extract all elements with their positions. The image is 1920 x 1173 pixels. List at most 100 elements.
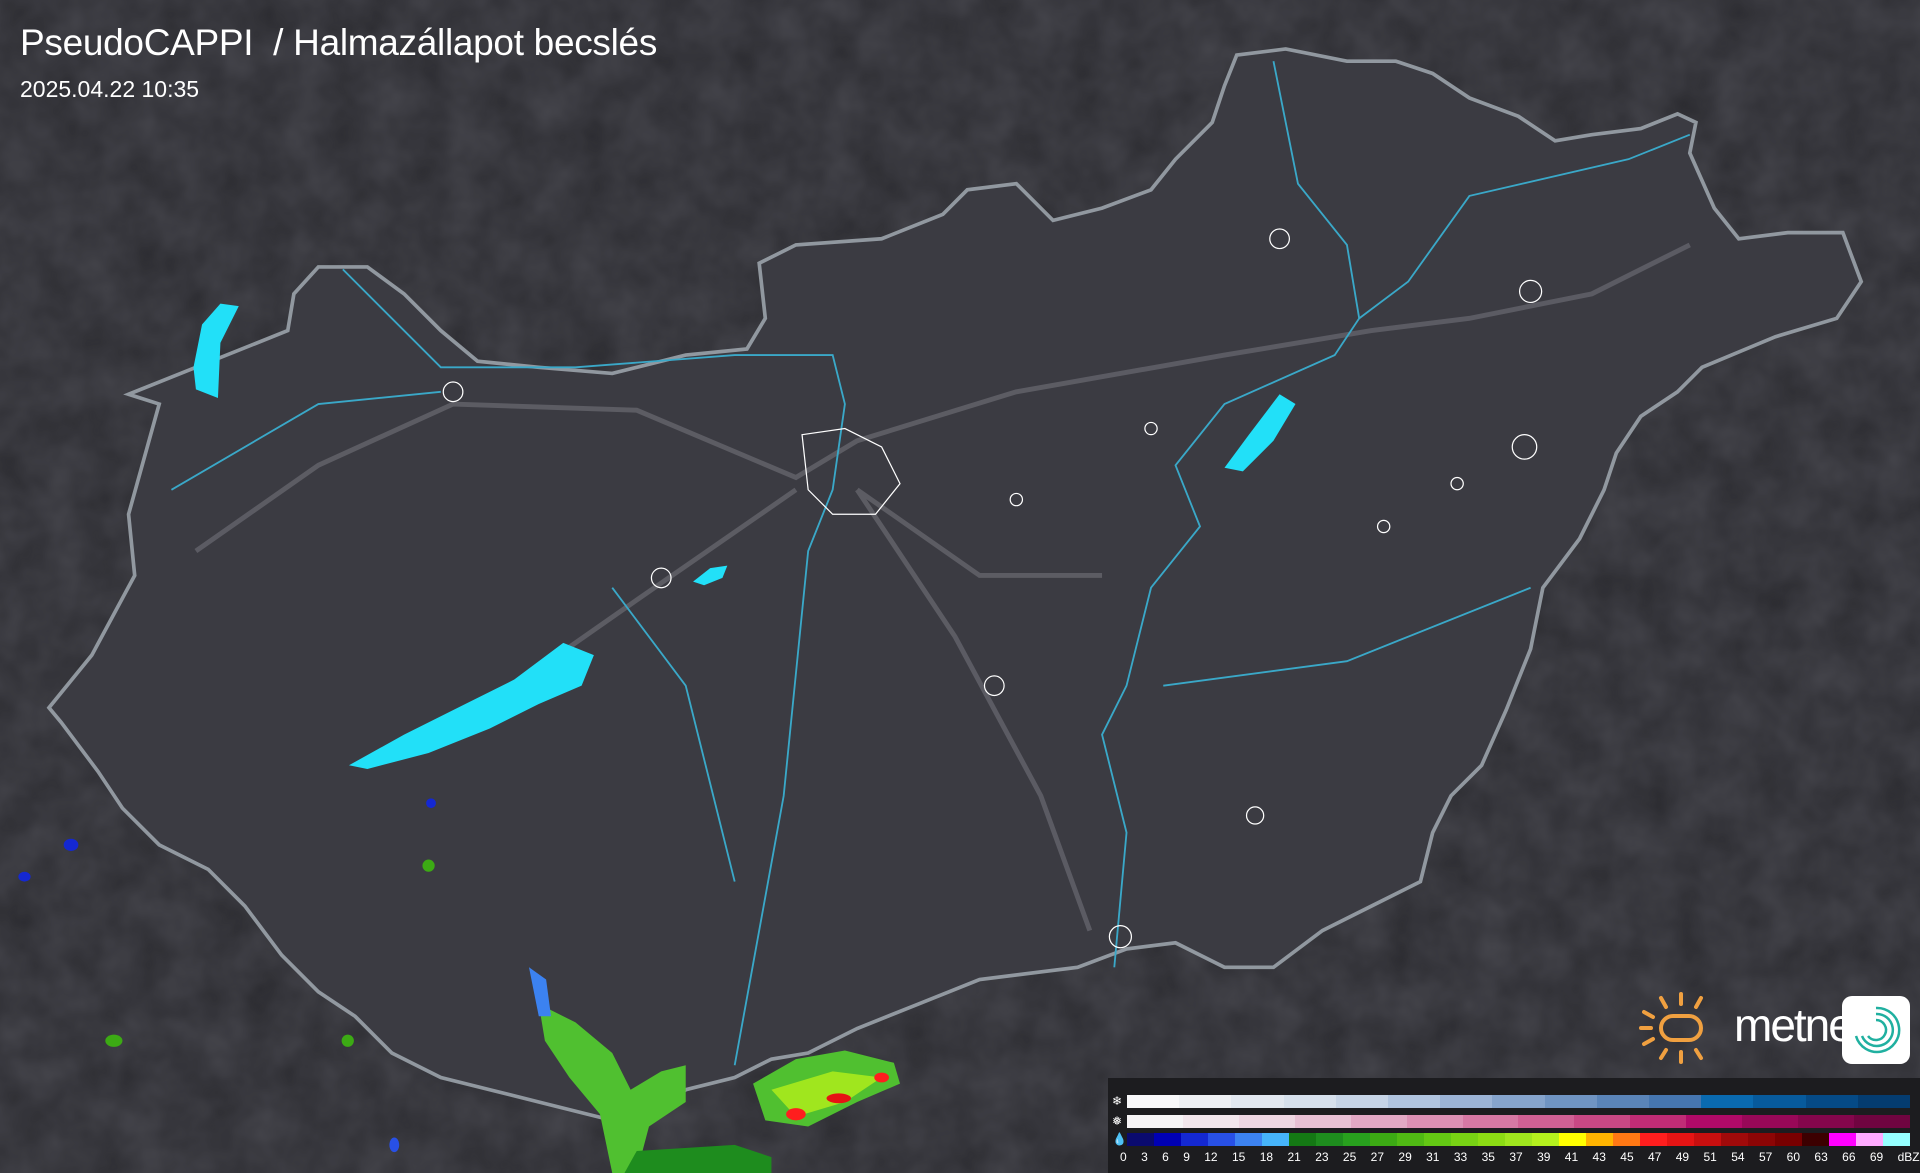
legend-label: 57	[1758, 1150, 1773, 1164]
legend-color-cell	[1742, 1115, 1799, 1128]
legend-color-cell	[1853, 1115, 1910, 1128]
legend-color-cell	[1127, 1115, 1183, 1128]
legend-color-cell	[1753, 1095, 1806, 1108]
legend-color-cell	[1829, 1133, 1856, 1146]
legend-label: 47	[1648, 1150, 1662, 1164]
legend-label: 15	[1231, 1150, 1246, 1164]
legend-color-cell	[1586, 1133, 1613, 1146]
legend-label: dBZ	[1897, 1150, 1920, 1164]
legend-color-cell	[1721, 1133, 1748, 1146]
legend-color-cell	[1518, 1115, 1575, 1128]
legend-label: 43	[1592, 1150, 1606, 1164]
legend-color-cell	[1613, 1133, 1640, 1146]
legend-label: 9	[1183, 1150, 1190, 1164]
rain-scale	[1127, 1133, 1910, 1146]
lakes	[193, 303, 1296, 769]
timestamp: 2025.04.22 10:35	[20, 76, 200, 102]
legend-color-cell	[1701, 1095, 1754, 1108]
legend-color-cell	[1492, 1095, 1545, 1108]
legend-color-cell	[1343, 1133, 1370, 1146]
legend-color-cell	[1388, 1095, 1441, 1108]
rivers	[170, 61, 1691, 1066]
legend-color-cell	[1440, 1095, 1493, 1108]
legend-label: 39	[1537, 1150, 1551, 1164]
legend-color-cell	[1559, 1133, 1586, 1146]
dbz-legend: ❄ ❅ 💧 0 3 6 9 12 15 18 21 23 25 27 29 31 33 35 37 39 41 43…	[1108, 1078, 1920, 1173]
legend-color-cell	[1574, 1115, 1631, 1128]
app-swirl-icon	[1842, 996, 1910, 1064]
radar-echoes	[18, 798, 900, 1173]
legend-label: 51	[1703, 1150, 1717, 1164]
legend-label: 29	[1398, 1150, 1412, 1164]
legend-color-cell	[1294, 1115, 1351, 1128]
legend-label: 23	[1315, 1150, 1329, 1164]
legend-color-cell	[1350, 1115, 1407, 1128]
lake-neusiedl	[193, 303, 239, 398]
legend-label: 54	[1731, 1150, 1745, 1164]
legend-color-cell	[1208, 1133, 1235, 1146]
legend-label: 35	[1481, 1150, 1495, 1164]
legend-color-cell	[1283, 1095, 1336, 1108]
map-title: PseudoCAPPI / Halmazállapot becslés	[20, 22, 658, 63]
legend-label: 12	[1204, 1150, 1218, 1164]
legend-label: 66	[1842, 1150, 1856, 1164]
legend-label: 33	[1453, 1150, 1468, 1164]
legend-color-cell	[1238, 1115, 1295, 1128]
legend-color-cell	[1335, 1095, 1389, 1108]
legend-color-cell	[1462, 1115, 1519, 1128]
lake-tisza	[1224, 394, 1296, 472]
legend-color-cell	[1406, 1115, 1463, 1128]
legend-color-cell	[1686, 1115, 1743, 1128]
sun-logo-icon	[1639, 992, 1703, 1064]
legend-color-cell	[1262, 1133, 1289, 1146]
wet-snow-icon: ❅	[1112, 1114, 1123, 1128]
legend-color-cell	[1181, 1133, 1208, 1146]
legend-color-cell	[1127, 1095, 1180, 1108]
legend-label: 0	[1120, 1150, 1127, 1164]
legend-label: 18	[1259, 1150, 1274, 1164]
wet-snow-scale	[1127, 1115, 1910, 1128]
legend-label: 6	[1162, 1150, 1169, 1164]
legend-color-cell	[1667, 1133, 1694, 1146]
legend-label: 21	[1287, 1150, 1301, 1164]
legend-color-cell	[1649, 1095, 1702, 1108]
legend-label: 49	[1675, 1150, 1690, 1164]
legend-color-cell	[1370, 1133, 1397, 1146]
legend-label: 27	[1370, 1150, 1385, 1164]
snowflake-icon: ❄	[1112, 1094, 1123, 1108]
legend-color-cell	[1630, 1115, 1687, 1128]
legend-labels: 0 3 6 9 12 15 18 21 23 25 27 29 31 33 35 37 39 41 43 45 47 49…	[1120, 1150, 1920, 1164]
legend-label: 31	[1426, 1150, 1440, 1164]
legend-color-cell	[1451, 1133, 1478, 1146]
legend-label: 41	[1564, 1150, 1579, 1164]
legend-color-cell	[1424, 1133, 1451, 1146]
legend-color-cell	[1596, 1095, 1650, 1108]
legend-color-cell	[1694, 1133, 1721, 1146]
legend-label: 60	[1786, 1150, 1801, 1164]
legend-color-cell	[1505, 1133, 1532, 1146]
legend-label: 37	[1509, 1150, 1523, 1164]
legend-color-cell	[1235, 1133, 1262, 1146]
metnet-logo: metnet	[1636, 990, 1920, 1070]
snow-scale	[1127, 1095, 1911, 1108]
legend-color-cell	[1127, 1133, 1154, 1146]
legend-color-cell	[1544, 1095, 1597, 1108]
legend-label: 45	[1620, 1150, 1634, 1164]
legend-color-cell	[1802, 1133, 1829, 1146]
legend-color-cell	[1857, 1095, 1911, 1108]
lake-velence	[693, 565, 728, 586]
legend-color-cell	[1640, 1133, 1667, 1146]
legend-color-cell	[1798, 1115, 1854, 1128]
legend-color-cell	[1231, 1095, 1284, 1108]
legend-color-cell	[1154, 1133, 1181, 1146]
legend-color-cell	[1182, 1115, 1239, 1128]
legend-color-cell	[1179, 1095, 1232, 1108]
legend-label: 69	[1869, 1150, 1884, 1164]
legend-color-cell	[1478, 1133, 1505, 1146]
legend-label: 3	[1141, 1150, 1148, 1164]
legend-color-cell	[1883, 1133, 1910, 1146]
legend-color-cell	[1316, 1133, 1343, 1146]
legend-label: 25	[1342, 1150, 1357, 1164]
legend-color-cell	[1397, 1133, 1424, 1146]
